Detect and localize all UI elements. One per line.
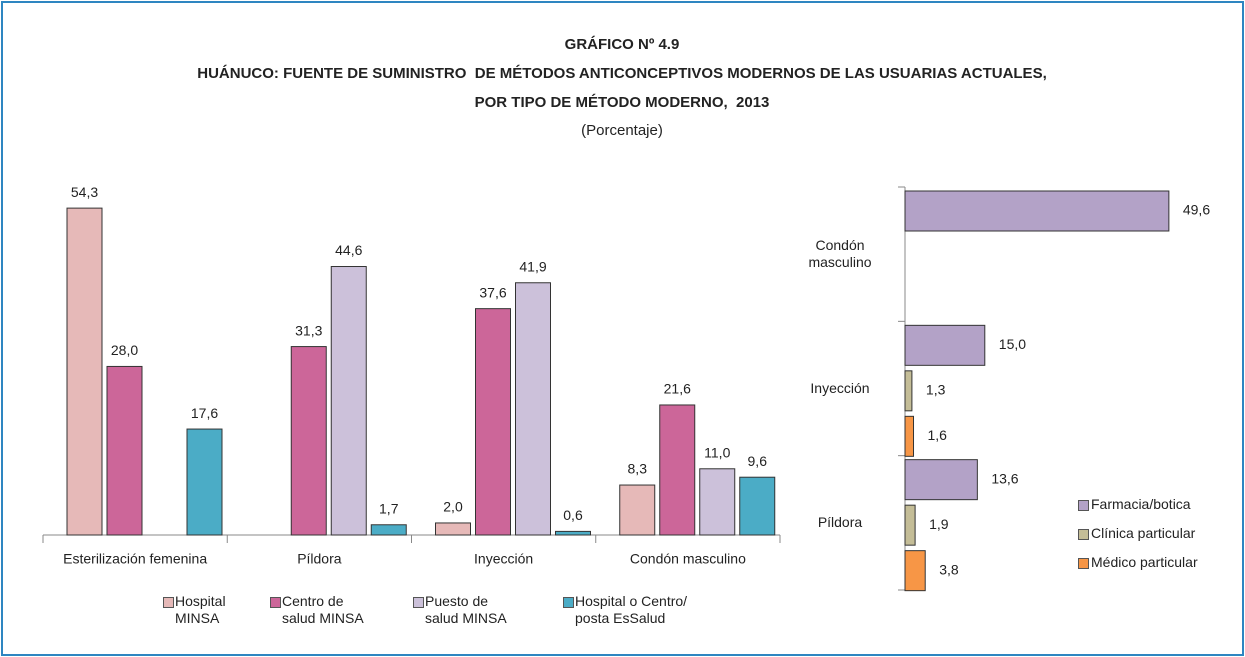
chart-subtitle: HUÁNUCO: FUENTE DE SUMINISTRO DE MÉTODOS… — [197, 65, 1047, 82]
legend-label: Clínica particular — [1091, 525, 1196, 541]
bar — [475, 308, 511, 536]
legend-label: Farmacia/botica — [1091, 496, 1191, 512]
bar — [186, 428, 223, 536]
x-tick-label: Esterilización femenina — [63, 551, 207, 567]
legend-swatch — [1078, 529, 1089, 540]
bar — [435, 522, 471, 536]
legend-swatch — [270, 597, 281, 608]
data-label: 0,6 — [563, 507, 583, 523]
data-label: 31,3 — [295, 322, 322, 338]
bar — [370, 524, 407, 536]
data-label: 1,3 — [926, 382, 946, 398]
bar — [904, 550, 926, 592]
data-label: 11,0 — [704, 444, 730, 460]
data-label: 3,8 — [939, 561, 959, 577]
legend-swatch — [563, 597, 574, 608]
bar — [904, 459, 978, 501]
y-tick-label: Inyección — [810, 380, 870, 396]
bar — [290, 346, 327, 536]
y-tick-label: Píldora — [817, 514, 863, 531]
data-label: 17,6 — [191, 405, 218, 421]
legend-swatch — [413, 597, 424, 608]
bar — [659, 404, 696, 536]
data-label: 8,3 — [628, 461, 648, 477]
legend-label: Médico particular — [1091, 554, 1198, 570]
bar — [106, 365, 143, 536]
chart-title: GRÁFICO Nº 4.9 — [565, 36, 680, 53]
legend-swatch — [1078, 558, 1089, 569]
bar — [699, 468, 736, 536]
data-label: 28,0 — [111, 342, 138, 358]
data-label: 54,3 — [71, 184, 98, 200]
bar — [619, 484, 656, 536]
bar — [904, 504, 916, 546]
data-label: 1,9 — [929, 516, 949, 532]
legend-swatch — [1078, 500, 1089, 511]
data-label: 15,0 — [999, 336, 1026, 352]
bar — [904, 415, 915, 457]
legend-label: Puesto de salud MINSA — [425, 593, 507, 626]
bar — [739, 476, 776, 536]
x-tick-label: Píldora — [297, 551, 342, 567]
legend-label: Hospital MINSA — [175, 593, 226, 626]
bar — [904, 324, 986, 366]
bar — [904, 370, 913, 412]
unit-label: (Porcentaje) — [581, 122, 663, 139]
legend-label: Hospital o Centro/ posta EsSalud — [575, 593, 688, 626]
data-label: 2,0 — [443, 499, 463, 515]
data-label: 9,6 — [748, 453, 768, 469]
legend-swatch — [163, 597, 174, 608]
bar — [330, 266, 367, 536]
data-label: 1,7 — [379, 500, 399, 516]
legend-label: Centro de salud MINSA — [282, 593, 364, 626]
x-tick-label: Condón masculino — [630, 551, 746, 567]
data-label: 13,6 — [991, 470, 1018, 486]
data-label: 49,6 — [1183, 202, 1210, 218]
y-tick-label: Condón masculino — [808, 237, 872, 271]
chart-subtitle: POR TIPO DE MÉTODO MODERNO, 2013 — [475, 94, 770, 111]
data-label: 37,6 — [479, 284, 506, 300]
x-tick-label: Inyección — [474, 551, 533, 567]
bar — [66, 207, 103, 536]
bar — [555, 530, 591, 536]
data-label: 1,6 — [928, 427, 948, 443]
bar — [515, 282, 551, 536]
data-label: 41,9 — [519, 258, 546, 274]
data-label: 44,6 — [335, 242, 362, 258]
bar — [904, 190, 1170, 232]
data-label: 21,6 — [664, 381, 691, 397]
